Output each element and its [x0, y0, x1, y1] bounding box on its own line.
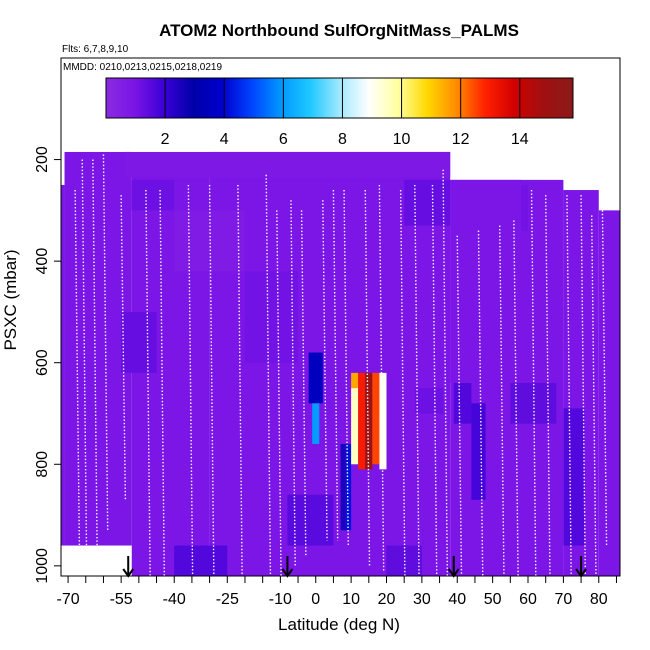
profile-line	[566, 195, 572, 576]
heatmap-cell	[312, 403, 320, 444]
x-tick-label: 50	[484, 591, 502, 608]
heatmap-cell	[450, 179, 521, 384]
flights-subtitle: Flts: 6,7,8,9,10	[62, 44, 129, 55]
colorbar-tick-label: 2	[161, 131, 170, 148]
y-tick-label: 1000	[34, 548, 51, 584]
heatmap-cell	[563, 408, 585, 546]
x-tick-label: 20	[378, 591, 396, 608]
profile-line	[187, 184, 194, 576]
profile-line	[456, 235, 463, 576]
texture-patch	[244, 271, 299, 363]
y-tick-label: 200	[34, 146, 51, 173]
arrow-head	[122, 568, 135, 578]
arrow-head	[281, 568, 294, 578]
texture-patch	[121, 311, 157, 373]
colorbar-tick-label: 10	[393, 131, 411, 148]
x-tick-label: -70	[57, 591, 80, 608]
heatmap-cell	[471, 403, 486, 500]
x-axis: -70 -55 -40 -25 -10 0 10 20 30 40 50 60 70 80	[57, 576, 617, 608]
texture-patch	[404, 179, 451, 226]
colorbar-tick-label: 12	[452, 131, 470, 148]
x-tick-label: -10	[269, 591, 292, 608]
heatmap-cell	[174, 545, 228, 576]
heatmap-cell	[308, 352, 323, 404]
coverage-region	[61, 184, 65, 546]
heatmap-cell	[358, 372, 366, 470]
heatmap-cell	[453, 383, 472, 424]
x-tick-label: 10	[342, 591, 360, 608]
plot-area	[61, 151, 620, 576]
flight-profiles	[74, 154, 608, 576]
profile-line	[237, 184, 243, 576]
x-tick-label: 80	[590, 591, 608, 608]
profile-line	[265, 174, 272, 576]
profile-line	[414, 184, 420, 576]
y-tick-label: 400	[34, 248, 51, 275]
heatmap-cell	[379, 372, 387, 470]
y-axis: 200 400 600 800 1000	[34, 146, 61, 584]
x-axis-label: Latitude (deg N)	[278, 615, 400, 634]
texture-patch	[131, 179, 175, 211]
y-axis-label: PSXC (mbar)	[1, 249, 20, 350]
x-tick-label: 30	[413, 591, 431, 608]
heatmap-cell	[372, 372, 380, 465]
heatmap-cell	[340, 443, 346, 531]
heatmap-cell	[124, 151, 451, 178]
profile-line	[513, 220, 519, 576]
texture-patch	[510, 383, 557, 424]
colorbar-gradient	[105, 77, 574, 119]
profile-line	[322, 200, 328, 541]
profile-line	[580, 195, 587, 576]
texture-patch	[414, 388, 444, 414]
profile-line	[332, 190, 339, 541]
x-tick-label: 40	[448, 591, 466, 608]
x-tick-label: 0	[311, 591, 320, 608]
coverage-region	[598, 210, 620, 576]
y-tick-label: 600	[34, 349, 51, 376]
y-tick-label: 800	[34, 451, 51, 478]
arrow-head	[575, 568, 587, 578]
x-tick-label: -40	[163, 591, 186, 608]
colorbar-tick-label: 14	[511, 131, 529, 148]
profile-line	[431, 184, 438, 576]
heatmap-cell	[365, 372, 373, 470]
colorbar-tick-label: 8	[338, 131, 347, 148]
arrow-head	[447, 568, 460, 578]
x-tick-label: 60	[519, 591, 537, 608]
colorbar-tick-label: 4	[220, 131, 229, 148]
profile-line	[343, 190, 349, 546]
colorbar: 2 4 6 8 10 12 14	[105, 77, 574, 148]
profile-line	[590, 215, 597, 576]
profile-line	[499, 225, 505, 576]
x-tick-label: -55	[110, 591, 133, 608]
x-tick-label: 70	[554, 591, 572, 608]
profile-line	[208, 184, 215, 576]
x-tick-label: -25	[216, 591, 239, 608]
heatmap-cell	[351, 388, 359, 465]
background-layer	[61, 151, 620, 576]
flight-arrows	[122, 556, 587, 578]
dates-subtitle: MMDD: 0210,0213,0215,0218,0219	[63, 62, 222, 73]
profile-line	[545, 195, 551, 576]
chart-title: ATOM2 Northbound SulfOrgNitMass_PALMS	[159, 21, 519, 40]
plot-frame	[60, 57, 621, 577]
texture-patch	[174, 210, 245, 272]
profile-line	[102, 154, 109, 531]
heatmap-cell	[345, 443, 352, 531]
colorbar-tick-label: 6	[279, 131, 288, 148]
profile-line	[364, 190, 371, 566]
heatmap-cell	[351, 372, 359, 389]
profile-line	[74, 190, 81, 546]
